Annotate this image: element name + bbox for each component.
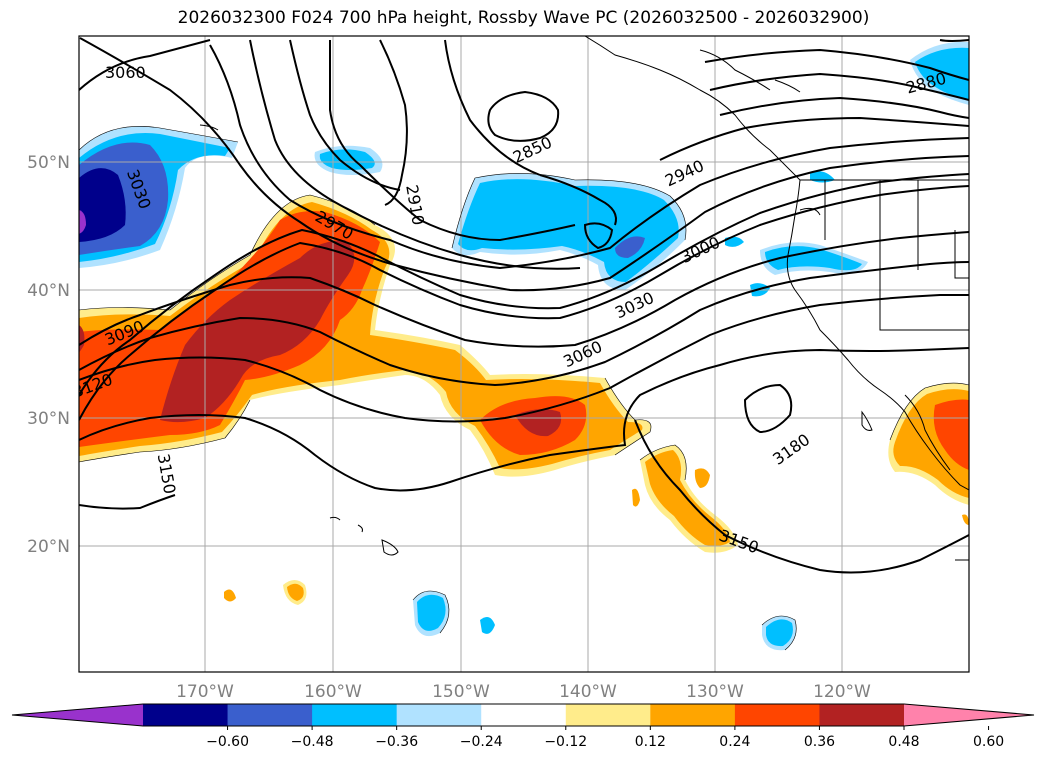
colorbar-swatch bbox=[227, 704, 313, 726]
colorbar-extend-low bbox=[12, 704, 143, 726]
colorbar-tick-label: −0.36 bbox=[375, 734, 418, 750]
colorbar-tick-label: 0.36 bbox=[804, 734, 835, 750]
colorbar-swatch bbox=[734, 704, 820, 726]
colorbar-tick-label: 0.24 bbox=[719, 734, 750, 750]
colorbar-swatch bbox=[650, 704, 736, 726]
map-title: 2026032300 F024 700 hPa height, Rossby W… bbox=[177, 8, 870, 28]
colorbar-swatch bbox=[819, 704, 905, 726]
colorbar-tick-label: 0.12 bbox=[635, 734, 666, 750]
colorbar-tick-label: 0.48 bbox=[888, 734, 919, 750]
lon-label-150w: 150°W bbox=[432, 682, 490, 702]
longitude-labels: 170°W 160°W 150°W 140°W 130°W 120°W bbox=[176, 682, 871, 702]
map-frame bbox=[78, 35, 970, 673]
colorbar-swatch bbox=[312, 704, 398, 726]
contour-label-3060-nw: 3060 bbox=[105, 63, 146, 82]
colorbar-swatch bbox=[396, 704, 482, 726]
colorbar-tick-label: 0.60 bbox=[973, 734, 1004, 750]
colorbar-tick-label: −0.48 bbox=[291, 734, 334, 750]
lon-label-130w: 130°W bbox=[686, 682, 744, 702]
lat-label-30n: 30°N bbox=[27, 409, 70, 429]
colorbar-extend-high bbox=[904, 704, 1034, 726]
lat-label-50n: 50°N bbox=[27, 153, 70, 173]
lon-label-160w: 160°W bbox=[304, 682, 362, 702]
lon-label-170w: 170°W bbox=[176, 682, 234, 702]
lon-label-140w: 140°W bbox=[559, 682, 617, 702]
colorbar-swatch bbox=[481, 704, 567, 726]
colorbar-tick-label: −0.60 bbox=[206, 734, 249, 750]
colorbar-swatch bbox=[565, 704, 651, 726]
gridlines bbox=[79, 36, 969, 672]
latitude-labels: 50°N 40°N 30°N 20°N bbox=[27, 153, 70, 557]
anomaly-outlines bbox=[79, 126, 969, 651]
colorbar-outline bbox=[11, 703, 1035, 727]
lat-label-20n: 20°N bbox=[27, 537, 70, 557]
height-contours bbox=[79, 37, 969, 574]
map-area: 3060 3030 2970 2910 2850 2940 3000 2880 … bbox=[79, 36, 969, 672]
colorbar-swatch bbox=[143, 704, 229, 726]
colorbar: −0.60 −0.48 −0.36 −0.24 −0.12 0.12 0.24 0.36 0.4… bbox=[11, 703, 1035, 750]
lat-label-40n: 40°N bbox=[27, 281, 70, 301]
colorbar-tick-label: −0.12 bbox=[544, 734, 587, 750]
colorbar-tick-label: −0.24 bbox=[460, 734, 503, 750]
lon-label-120w: 120°W bbox=[813, 682, 871, 702]
